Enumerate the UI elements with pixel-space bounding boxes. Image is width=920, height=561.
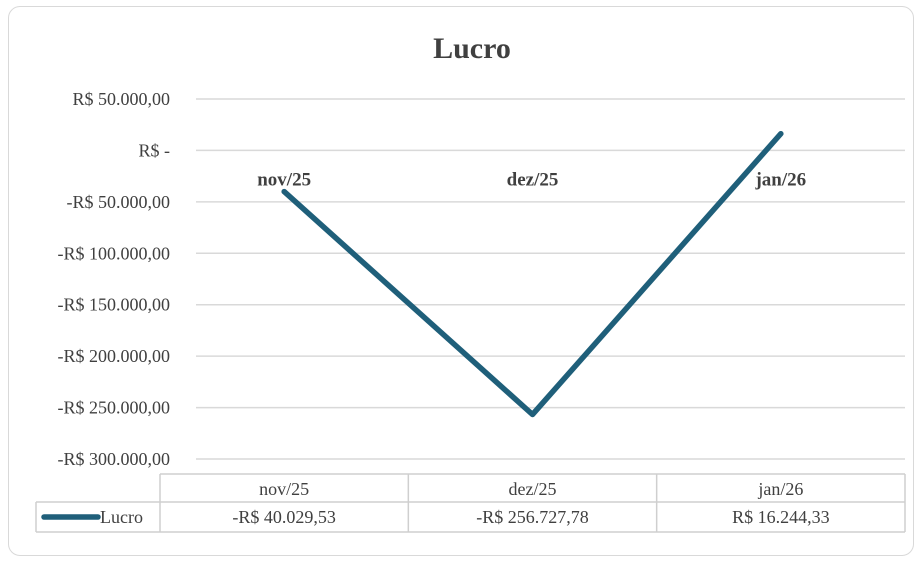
y-axis-tick-labels: R$ 50.000,00 R$ - -R$ 50.000,00 -R$ 100.000… [58, 89, 171, 469]
table-value-cell: -R$ 40.029,53 [232, 507, 336, 527]
series-lines [281, 130, 784, 418]
data-point [530, 411, 535, 417]
table-header-cell: dez/25 [509, 479, 557, 499]
chart-frame [8, 6, 914, 556]
data-point [281, 189, 287, 195]
y-tick-label: -R$ 150.000,00 [58, 295, 171, 315]
data-table: nov/25 dez/25 jan/26 Lucro -R$ 40.029,53 -R$ … [35, 473, 906, 533]
table-header-cell: nov/25 [259, 479, 309, 499]
y-tick-label: -R$ 200.000,00 [58, 346, 171, 366]
y-tick-label: -R$ 250.000,00 [58, 398, 171, 418]
table-header-cell: jan/26 [757, 479, 803, 499]
category-labels: nov/25 dez/25 jan/26 [257, 169, 806, 190]
table-value-cell: R$ 16.244,33 [732, 507, 830, 527]
chart-title: Lucro [433, 32, 511, 65]
category-label: dez/25 [507, 169, 559, 190]
table-series-label: Lucro [100, 507, 143, 527]
category-label: jan/26 [754, 169, 806, 190]
gridlines [196, 98, 905, 460]
category-label: nov/25 [257, 169, 311, 190]
y-tick-label: -R$ 300.000,00 [58, 449, 171, 469]
data-point [778, 131, 784, 137]
y-tick-label: -R$ 100.000,00 [58, 243, 171, 263]
table-value-cell: -R$ 256.727,78 [476, 507, 589, 527]
y-tick-label: R$ - [139, 140, 171, 160]
y-tick-label: R$ 50.000,00 [72, 89, 170, 109]
y-tick-label: -R$ 50.000,00 [67, 192, 171, 212]
